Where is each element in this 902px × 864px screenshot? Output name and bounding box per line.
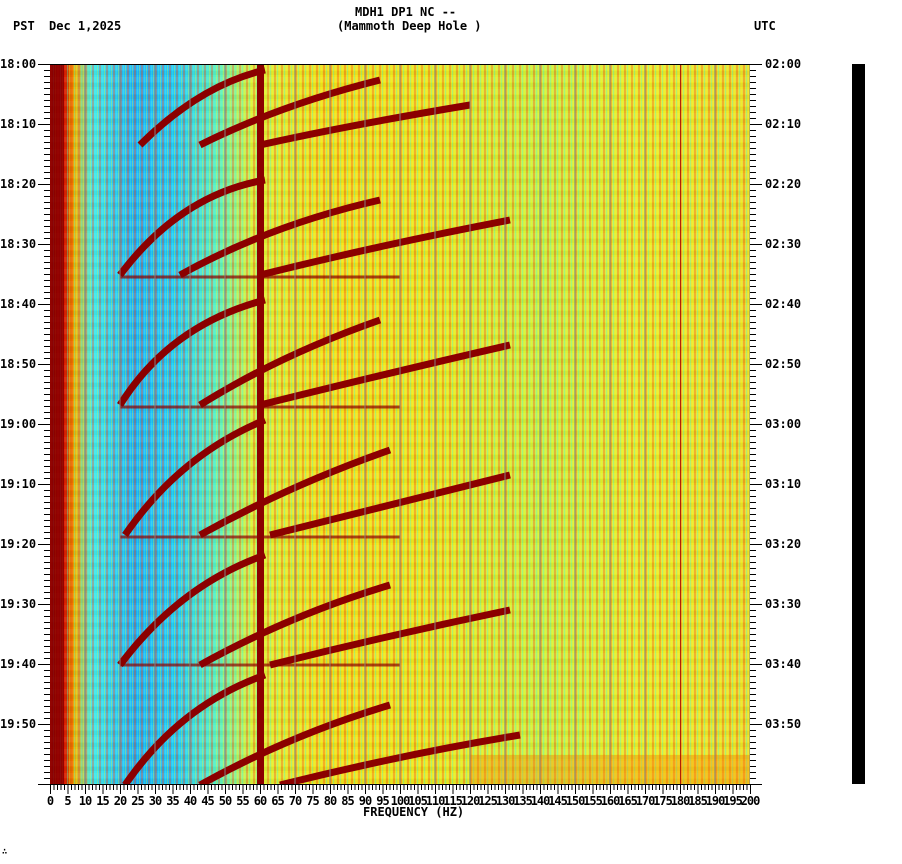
- left-tick-label: 18:30: [0, 237, 37, 251]
- left-tick-label: 19:10: [0, 477, 37, 491]
- left-tick-label: 18:40: [0, 297, 37, 311]
- left-timezone-label: PST: [13, 19, 35, 33]
- x-tick-label: 185: [688, 794, 708, 808]
- x-tick-label: 165: [618, 794, 638, 808]
- x-tick-label: 135: [513, 794, 533, 808]
- right-tick-label: 03:30: [765, 597, 802, 611]
- site-name: (Mammoth Deep Hole ): [337, 19, 482, 33]
- x-tick-label: 55: [236, 794, 249, 808]
- x-tick-label: 10: [78, 794, 92, 808]
- x-tick-label: 145: [548, 794, 568, 808]
- x-axis-title: FREQUENCY (HZ): [363, 805, 465, 819]
- x-tick-label: 70: [288, 794, 302, 808]
- x-tick-label: 100: [390, 794, 411, 808]
- x-tick-label: 150: [565, 794, 586, 808]
- right-timezone-label: UTC: [754, 19, 776, 33]
- left-tick-label: 18:00: [0, 57, 37, 71]
- x-tick-label: 65: [271, 794, 284, 808]
- right-tick-label: 02:20: [765, 177, 802, 191]
- x-tick-label: 115: [443, 794, 463, 808]
- spectrogram-image: [50, 65, 750, 784]
- x-tick-label: 110: [425, 794, 446, 808]
- right-tick-label: 03:50: [765, 717, 802, 731]
- x-tick-label: 80: [323, 794, 337, 808]
- left-tick-label: 18:50: [0, 357, 37, 371]
- x-tick-label: 60: [253, 794, 267, 808]
- x-tick-label: 170: [635, 794, 656, 808]
- right-tick-label: 02:30: [765, 237, 802, 251]
- x-tick-label: 45: [201, 794, 214, 808]
- left-tick-label: 18:10: [0, 117, 37, 131]
- x-tick-label: 180: [670, 794, 691, 808]
- spectrogram-plot: [50, 64, 750, 784]
- x-tick-label: 120: [460, 794, 481, 808]
- right-tick-label: 02:50: [765, 357, 802, 371]
- x-tick-label: 190: [705, 794, 726, 808]
- x-tick-label: 130: [495, 794, 516, 808]
- x-tick-label: 155: [583, 794, 603, 808]
- x-tick-label: 105: [408, 794, 428, 808]
- x-tick-label: 20: [113, 794, 127, 808]
- right-tick-label: 03:00: [765, 417, 802, 431]
- right-tick-label: 02:10: [765, 117, 802, 131]
- right-tick-label: 02:00: [765, 57, 802, 71]
- right-tick-label: 03:20: [765, 537, 802, 551]
- x-tick-label: 5: [64, 794, 71, 808]
- x-tick-label: 125: [478, 794, 498, 808]
- x-tick-label: 15: [96, 794, 109, 808]
- left-tick-label: 19:20: [0, 537, 37, 551]
- x-tick-label: 200: [740, 794, 761, 808]
- x-tick-label: 35: [166, 794, 179, 808]
- footer-mark: ∴: [2, 847, 8, 857]
- right-tick-label: 03:40: [765, 657, 802, 671]
- left-tick-label: 19:30: [0, 597, 37, 611]
- amplitude-scale-bar: [852, 64, 865, 784]
- x-tick-label: 90: [358, 794, 372, 808]
- x-tick-label: 85: [341, 794, 354, 808]
- x-tick-label: 75: [306, 794, 319, 808]
- left-tick-label: 19:40: [0, 657, 37, 671]
- x-tick-label: 160: [600, 794, 621, 808]
- x-tick-label: 0: [46, 794, 54, 808]
- x-tick-label: 50: [218, 794, 232, 808]
- x-tick-label: 40: [183, 794, 197, 808]
- x-tick-label: 195: [723, 794, 743, 808]
- x-tick-label: 30: [148, 794, 162, 808]
- x-tick-label: 95: [376, 794, 389, 808]
- date-label: Dec 1,2025: [49, 19, 122, 33]
- right-tick-label: 02:40: [765, 297, 802, 311]
- right-tick-label: 03:10: [765, 477, 802, 491]
- left-tick-label: 18:20: [0, 177, 37, 191]
- x-tick-label: 140: [530, 794, 551, 808]
- station-title: MDH1 DP1 NC --: [355, 5, 457, 19]
- x-tick-label: 175: [653, 794, 673, 808]
- left-tick-label: 19:50: [0, 717, 37, 731]
- left-tick-label: 19:00: [0, 417, 37, 431]
- x-tick-label: 25: [131, 794, 144, 808]
